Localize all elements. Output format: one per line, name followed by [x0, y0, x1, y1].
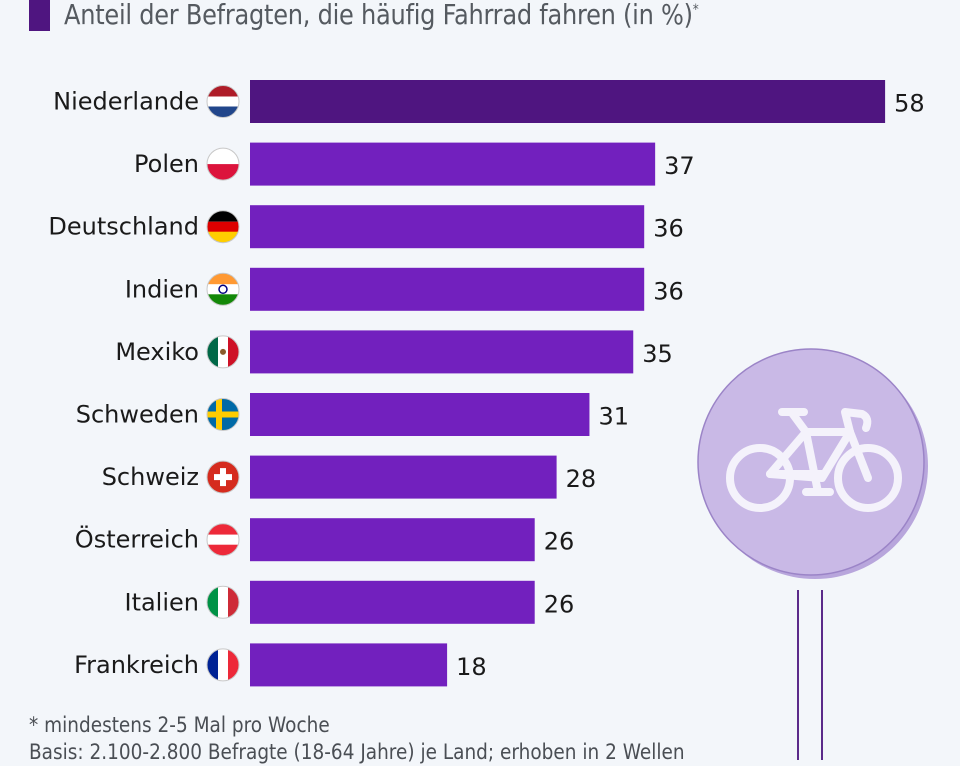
sign-pole-right: [821, 590, 823, 760]
bar-chart: Niederlande 58 Polen 37 Deutschland 36 Indien 3…: [48, 80, 928, 687]
value-label: 35: [642, 340, 673, 368]
category-label: Schweden: [76, 401, 199, 429]
bar: [250, 330, 634, 374]
value-label: 26: [544, 590, 575, 618]
category-label: Österreich: [75, 525, 199, 554]
category-label: Mexiko: [115, 338, 199, 366]
footnote: * mindestens 2-5 Mal pro Woche Basis: 2.…: [29, 712, 685, 766]
value-label: 26: [544, 528, 575, 556]
value-label: 28: [566, 465, 597, 493]
germany-flag-icon: [206, 210, 240, 244]
title-footnote-marker: *: [692, 2, 699, 18]
netherlands-flag-icon: [206, 85, 240, 118]
bar-row: Polen 37: [134, 142, 695, 186]
poland-flag-icon: [206, 147, 240, 181]
sign-pole-left: [797, 590, 799, 760]
bar-row: Indien 36: [125, 267, 684, 311]
value-label: 58: [894, 90, 925, 118]
category-label: Niederlande: [53, 88, 199, 116]
category-label: Schweiz: [102, 463, 199, 491]
bar-row: Schweden 31: [76, 393, 629, 436]
value-label: 31: [598, 403, 629, 431]
india-flag-icon: [206, 272, 240, 306]
sweden-flag-icon: [206, 398, 240, 431]
mexico-flag-icon: [206, 335, 240, 369]
value-label: 37: [664, 152, 695, 180]
category-label: Italien: [124, 588, 199, 616]
france-flag-icon: [206, 648, 240, 682]
bar: [250, 80, 886, 123]
category-label: Indien: [125, 275, 199, 303]
bicycle-icon: [726, 408, 902, 512]
bars-group: Niederlande 58 Polen 37 Deutschland 36 Indien 3…: [48, 80, 925, 687]
bar: [250, 142, 656, 186]
footnote-basis: Basis: 2.100-2.800 Befragte (18-64 Jahre…: [29, 740, 685, 764]
chart-title: Anteil der Befragten, die häufig Fahrrad…: [64, 0, 699, 31]
bar-row: Frankreich 18: [74, 643, 487, 687]
bar: [250, 643, 448, 687]
footnote-definition: * mindestens 2-5 Mal pro Woche: [29, 713, 330, 737]
bar: [250, 518, 535, 562]
category-label: Polen: [134, 150, 199, 178]
bar-row: Österreich 26: [75, 518, 575, 562]
category-label: Frankreich: [74, 651, 199, 679]
bar-row: Deutschland 36: [48, 205, 684, 249]
bar: [250, 205, 645, 249]
bicycle-sign: [697, 348, 928, 579]
austria-flag-icon: [206, 523, 240, 557]
switzerland-flag-icon: [206, 460, 240, 494]
chart-title-text: Anteil der Befragten, die häufig Fahrrad…: [64, 0, 693, 31]
bar: [250, 267, 645, 311]
bar-row: Mexiko 35: [115, 330, 673, 374]
bar-row: Niederlande 58: [53, 80, 925, 123]
bar: [250, 393, 590, 436]
category-label: Deutschland: [48, 213, 199, 241]
italy-flag-icon: [206, 585, 240, 619]
value-label: 36: [653, 215, 684, 243]
legend-swatch: [29, 0, 50, 31]
bar-row: Schweiz 28: [102, 455, 597, 499]
value-label: 36: [653, 277, 684, 305]
bar: [250, 455, 557, 499]
bar: [250, 580, 535, 624]
value-label: 18: [456, 653, 487, 681]
bar-row: Italien 26: [124, 580, 575, 624]
